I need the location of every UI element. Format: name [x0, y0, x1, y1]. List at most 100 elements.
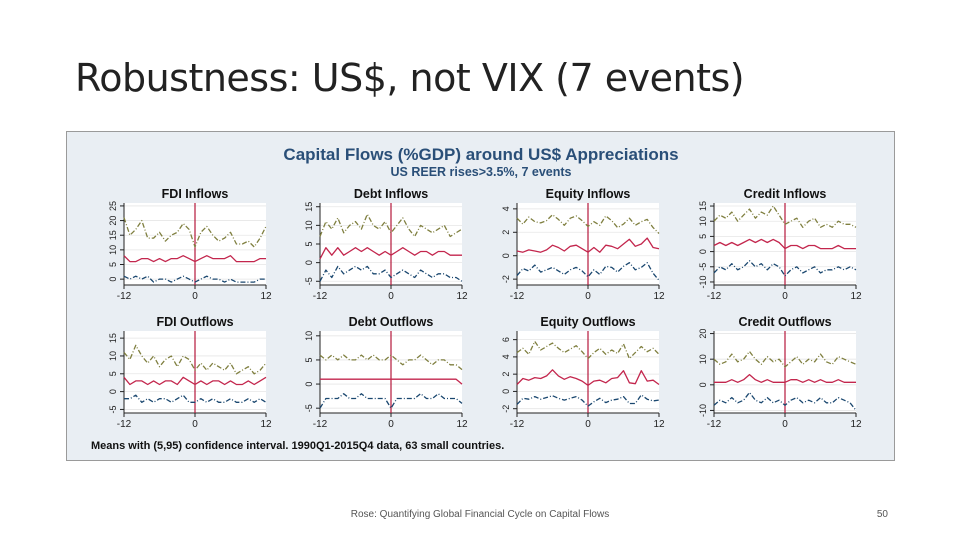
series-mean-line: [516, 237, 660, 253]
panel-title: Equity Outflows: [540, 315, 635, 329]
x-tick-label: -12: [510, 291, 525, 302]
x-tick-label: -12: [313, 419, 328, 430]
y-tick-label: 15: [698, 201, 708, 211]
y-tick-label: 4: [501, 354, 511, 359]
y-tick-label: 0: [108, 277, 118, 282]
y-tick-label: 15: [108, 333, 118, 343]
y-tick-label: 5: [108, 371, 118, 376]
y-tick-label: 10: [304, 220, 314, 230]
y-tick-label: 0: [501, 389, 511, 394]
panel-fdi-outflows: -5 0 5 10 15 -12 0 12 FDI Outflows: [108, 315, 272, 430]
x-tick-label: -12: [510, 419, 525, 430]
series-mean-line: [320, 378, 463, 385]
y-tick-label: -10: [698, 404, 708, 417]
y-tick-label: 10: [304, 331, 314, 341]
y-tick-label: 0: [501, 253, 511, 258]
slide-title: Robustness: US$, not VIX (7 events): [75, 56, 745, 100]
y-tick-label: 20: [698, 329, 708, 339]
series-mean-line: [516, 369, 660, 387]
x-tick-label: 0: [388, 419, 394, 430]
series-lower-band-line: [319, 265, 463, 282]
y-tick-label: -5: [698, 263, 708, 271]
series-upper-band-line: [516, 214, 660, 234]
series-upper-band-line: [123, 217, 267, 248]
capital-flows-figure: Capital Flows (%GDP) around US$ Apprecia…: [91, 145, 862, 452]
x-tick-label: 0: [388, 291, 394, 302]
x-tick-label: 0: [782, 419, 788, 430]
series-upper-band-line: [319, 213, 463, 238]
panel-debt-outflows: -5 0 5 10 -12 0 12 Debt Outflows: [304, 315, 468, 430]
x-tick-label: 12: [456, 291, 468, 302]
x-tick-label: 12: [850, 419, 862, 430]
panel-credit-outflows: -10 0 10 20 -12 0 12 Credit Outflows: [698, 315, 862, 430]
y-tick-label: 0: [108, 389, 118, 394]
slide-footer: Rose: Quantifying Global Financial Cycle…: [350, 509, 610, 520]
series-upper-band-line: [713, 205, 857, 228]
y-tick-label: 10: [698, 216, 708, 226]
series-lower-band-line: [123, 275, 266, 283]
panel-credit-inflows: -10 -5 0 5 10 15 -12 0 12 Credit Inflows: [698, 187, 862, 302]
y-tick-label: 0: [698, 382, 708, 387]
y-tick-label: 10: [108, 245, 118, 255]
x-tick-label: 12: [260, 419, 272, 430]
series-mean-line: [123, 376, 267, 386]
y-tick-label: 5: [304, 241, 314, 246]
y-tick-label: 2: [501, 372, 511, 377]
y-tick-label: 5: [304, 357, 314, 362]
y-tick-label: 25: [108, 201, 118, 211]
x-tick-label: 12: [260, 291, 272, 302]
x-tick-label: -12: [313, 291, 328, 302]
x-tick-label: 0: [192, 419, 198, 430]
y-tick-label: -2: [501, 405, 511, 413]
series-lower-band-line: [124, 394, 267, 403]
series-mean-line: [319, 247, 462, 260]
y-tick-label: 10: [698, 354, 708, 364]
series-lower-band-line: [516, 394, 660, 407]
figure-frame: Capital Flows (%GDP) around US$ Apprecia…: [66, 131, 895, 461]
y-tick-label: 0: [304, 260, 314, 265]
x-tick-label: 0: [782, 291, 788, 302]
y-tick-label: 4: [501, 206, 511, 211]
series-mean-line: [713, 238, 856, 250]
y-tick-label: -5: [304, 277, 314, 285]
y-tick-label: 10: [108, 351, 118, 361]
y-tick-label: 15: [108, 230, 118, 240]
chart-note: Means with (5,95) confidence interval. 1…: [91, 440, 504, 452]
panel-equity-outflows: -2 0 2 4 6 -12 0 12 Equity Outflows: [501, 315, 665, 430]
panel-title: FDI Outflows: [156, 315, 233, 329]
series-lower-band-line: [516, 262, 660, 281]
y-tick-label: 15: [304, 202, 314, 212]
series-lower-band-line: [319, 393, 463, 409]
y-tick-label: 0: [698, 249, 708, 254]
panel-debt-inflows: -5 0 5 10 15 -12 0 12 Debt Inflows: [304, 187, 468, 302]
series-upper-band-line: [123, 344, 267, 375]
series-upper-band-line: [319, 354, 463, 371]
series-lower-band-line: [713, 391, 857, 411]
chart-title: Capital Flows (%GDP) around US$ Apprecia…: [283, 145, 678, 164]
series-lower-band-line: [713, 260, 857, 277]
x-tick-label: 12: [850, 291, 862, 302]
x-tick-label: -12: [117, 419, 132, 430]
y-tick-label: 20: [108, 216, 118, 226]
panel-title: Debt Inflows: [354, 187, 428, 201]
panel-fdi-inflows: 0 5 10 15 20 25 -12 0 12 FDI Inflows: [108, 187, 272, 302]
x-tick-label: 0: [585, 291, 591, 302]
x-tick-label: 0: [585, 419, 591, 430]
panel-equity-inflows: -2 0 2 4 -12 0 12 Equity Inflows: [501, 187, 665, 302]
series-upper-band-line: [713, 350, 857, 368]
y-tick-label: -10: [698, 275, 708, 288]
y-tick-label: 5: [108, 262, 118, 267]
x-tick-label: 12: [653, 291, 665, 302]
chart-subtitle: US REER rises>3.5%, 7 events: [391, 165, 572, 179]
x-tick-label: 12: [653, 419, 665, 430]
panel-title: Debt Outflows: [349, 315, 434, 329]
x-tick-label: -12: [117, 291, 132, 302]
series-mean-line: [123, 255, 266, 263]
series-mean-line: [714, 373, 856, 383]
y-tick-label: 5: [698, 234, 708, 239]
y-tick-label: -2: [501, 275, 511, 283]
y-tick-label: 6: [501, 337, 511, 342]
y-tick-label: 0: [304, 382, 314, 387]
series-upper-band-line: [516, 340, 660, 360]
